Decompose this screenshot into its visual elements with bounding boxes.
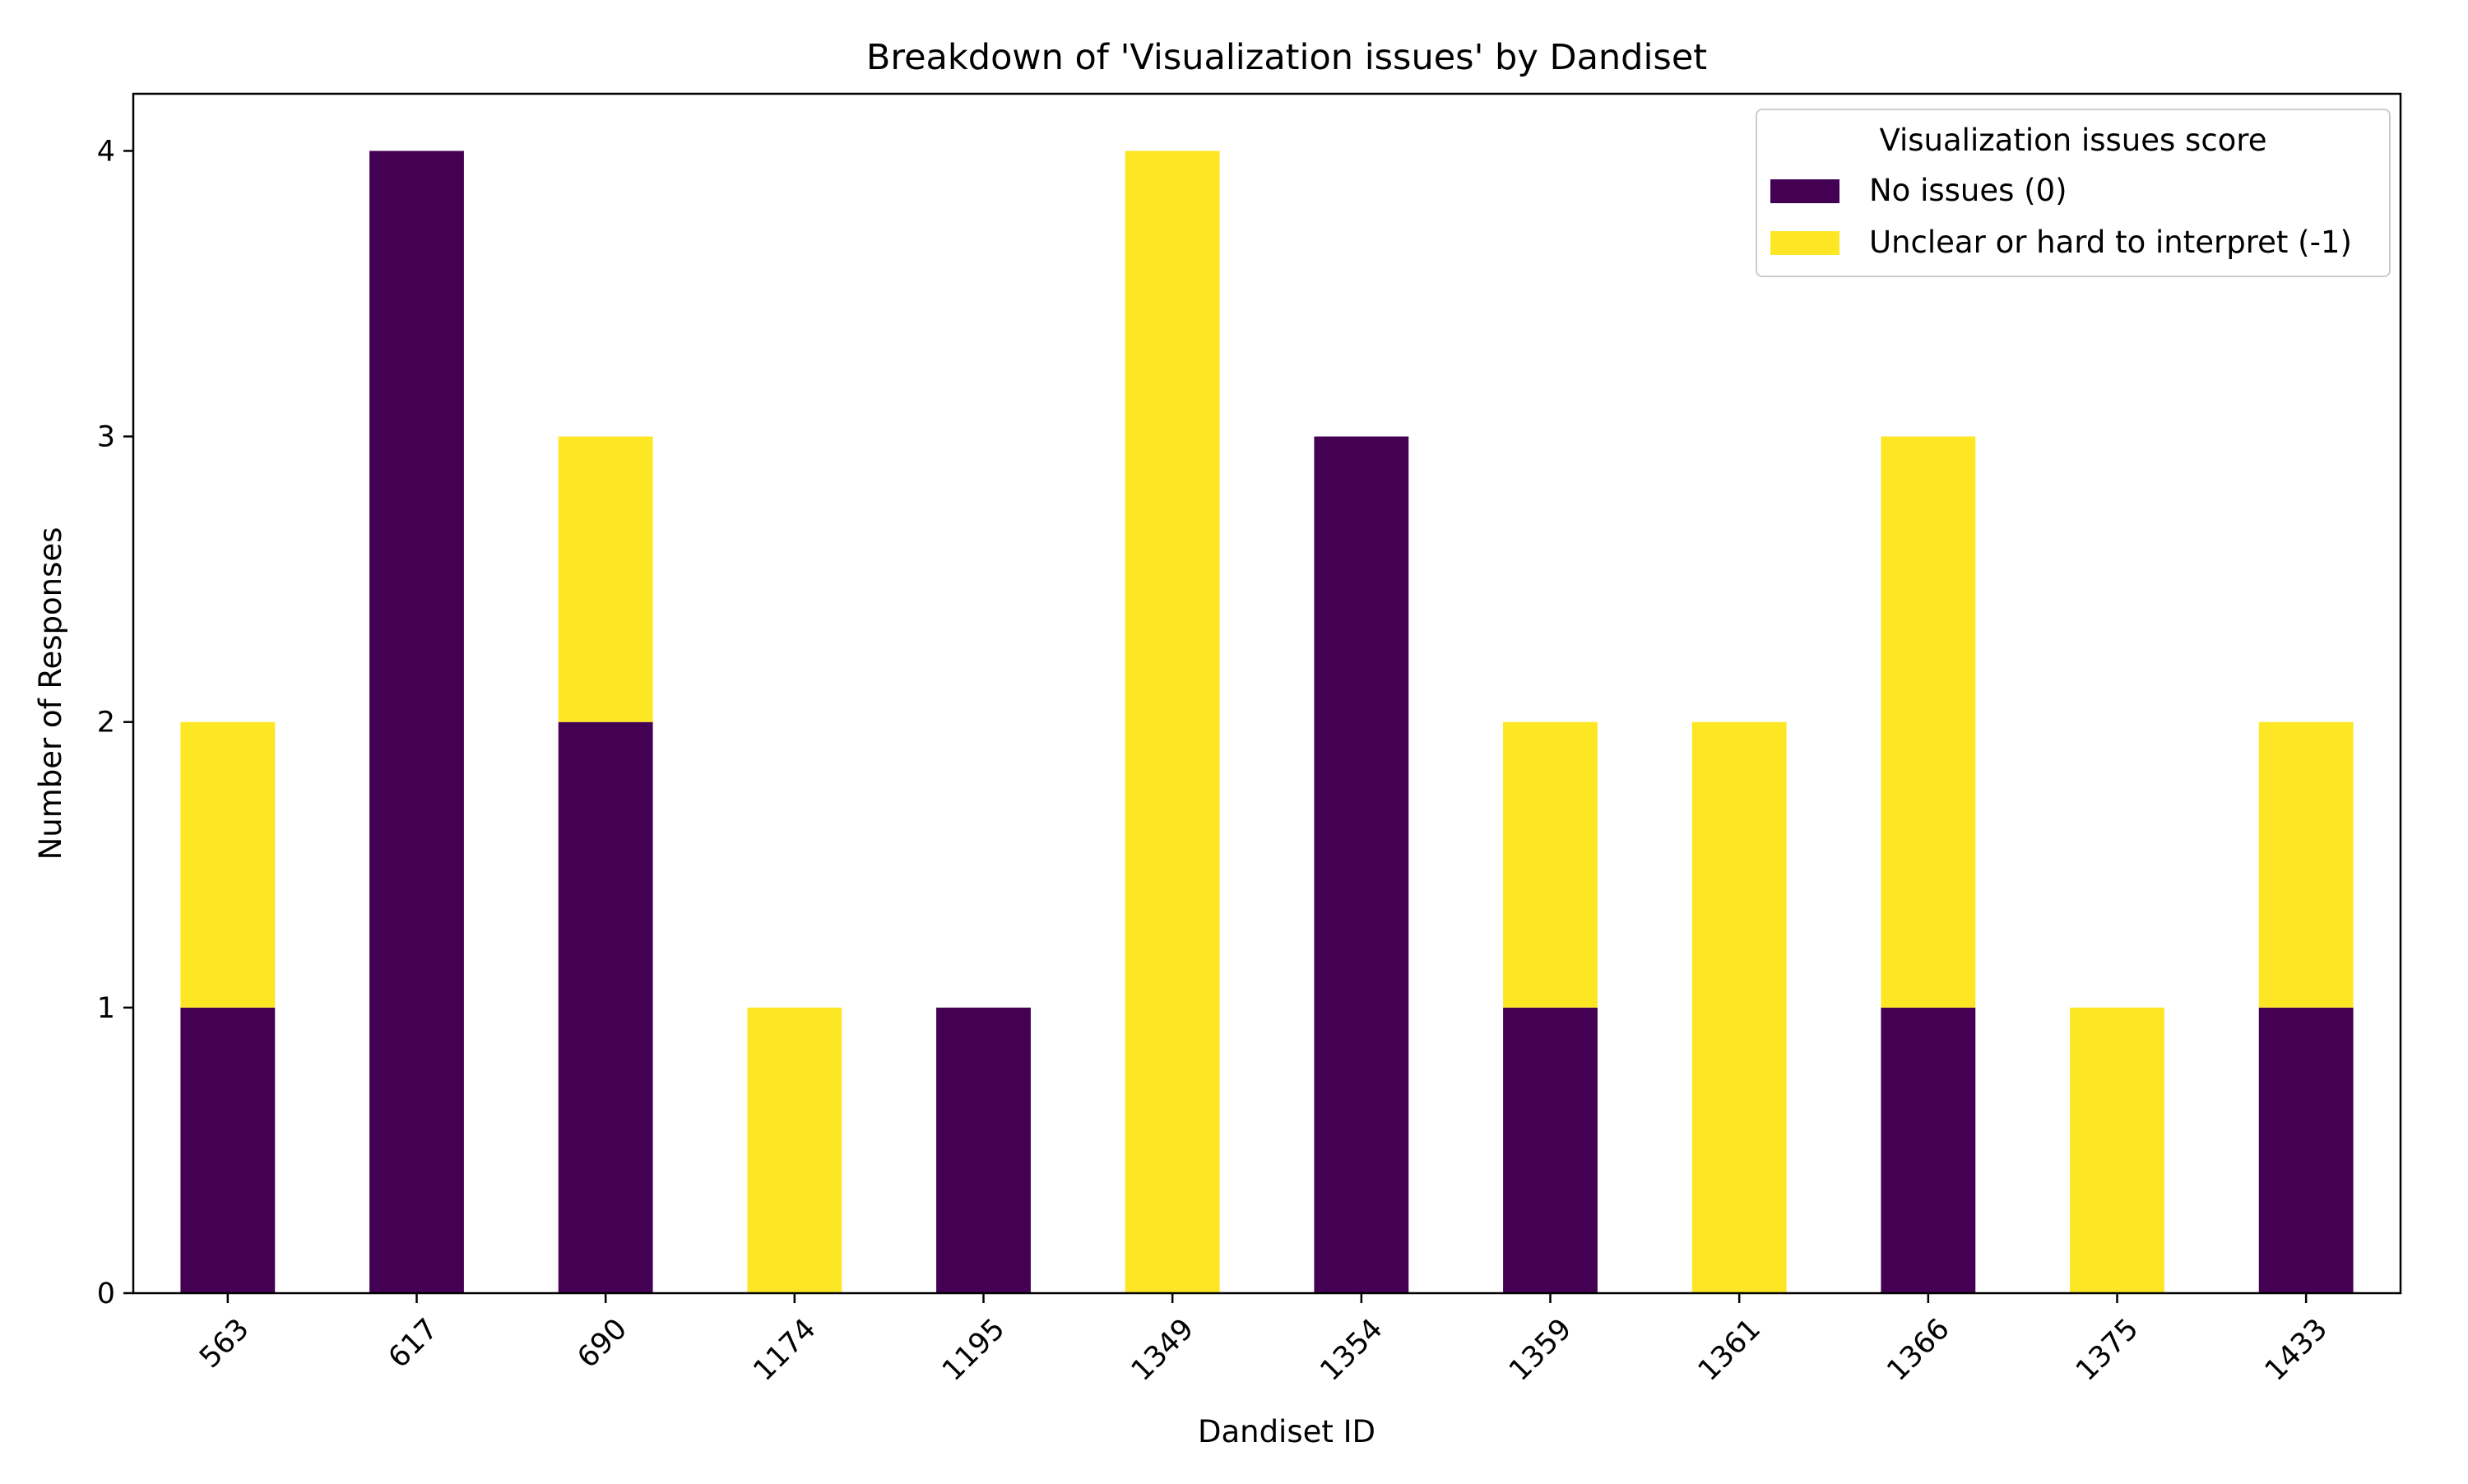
bars-layer [180,151,2354,1294]
bar-1433-series-0 [2258,1007,2354,1293]
y-tick-label-1: 1 [97,992,115,1025]
x-axis-label: Dandiset ID [1198,1414,1375,1449]
bar-1359-series-0 [1503,1007,1598,1293]
bar-1174-series-1 [747,1007,842,1293]
legend-swatch-1 [1770,231,1839,255]
bar-563-series-0 [180,1007,276,1293]
bar-1361-series-1 [1691,721,1787,1293]
y-axis-label: Number of Responses [33,527,68,860]
y-tick-label-2: 2 [97,707,115,740]
legend-title: Visualization issues score [1880,123,2267,158]
legend-entry-label-1: Unclear or hard to interpret (-1) [1869,225,2352,260]
legend: Visualization issues score No issues (0) U… [1756,109,2391,277]
legend-swatch-0 [1770,179,1839,203]
bar-1366-series-0 [1881,1007,1976,1293]
bar-1366-series-1 [1881,436,1976,1008]
bar-563-series-1 [180,721,276,1008]
bar-1359-series-1 [1503,721,1598,1008]
chart-title: Breakdown of 'Visualization issues' by D… [866,37,1707,78]
bar-690-series-1 [558,436,653,722]
bar-617-series-0 [369,151,464,1294]
y-tick-label-0: 0 [97,1278,115,1310]
bar-1433-series-1 [2258,721,2354,1008]
legend-box [1756,109,2391,277]
bar-1349-series-1 [1125,151,1220,1294]
y-tick-label-3: 3 [97,421,115,454]
bar-1354-series-0 [1314,436,1409,1293]
bar-1375-series-1 [2070,1007,2164,1293]
legend-entry-label-0: No issues (0) [1869,173,2067,208]
plot-frame [132,92,2402,1295]
bar-1195-series-0 [936,1007,1031,1293]
y-tick-label-4: 4 [97,135,115,168]
bar-690-series-0 [558,721,653,1293]
